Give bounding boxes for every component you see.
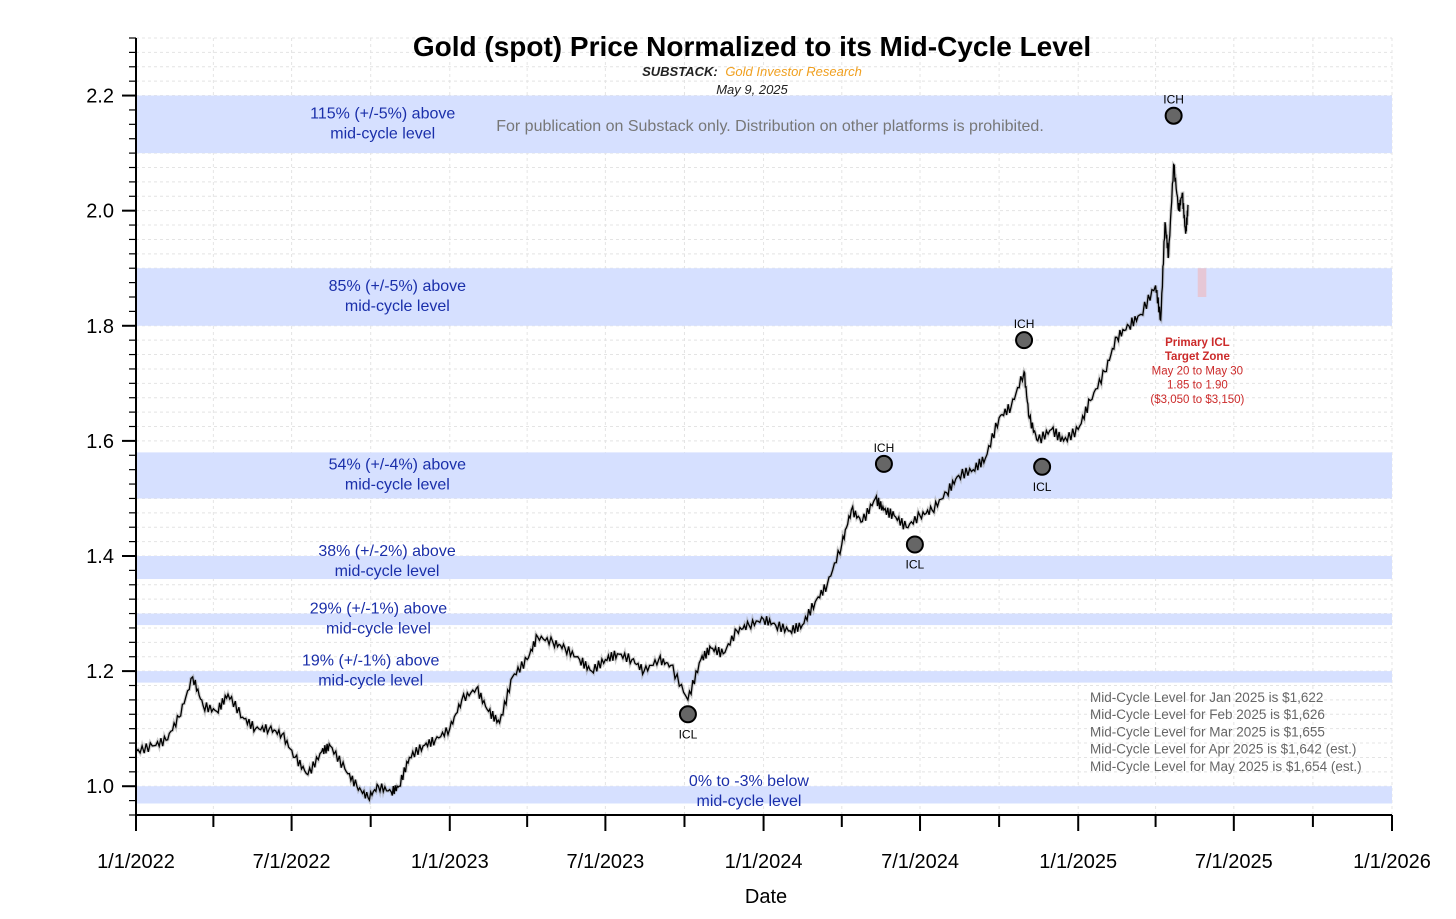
y-tick-label: 1.4	[86, 546, 114, 568]
band-label: 0% to -3% below mid-cycle level	[689, 773, 810, 810]
watermark-text: For publication on Substack only. Distri…	[496, 118, 1044, 135]
band-label-line-1: 0% to -3% below	[689, 773, 810, 790]
bands	[136, 95, 1392, 804]
target-zone-text-line: Primary ICL	[1165, 337, 1230, 349]
band-label-line-2: mid-cycle level	[318, 672, 423, 689]
y-tick-label: 1.2	[86, 661, 114, 683]
band-label: 29% (+/-1%) above mid-cycle level	[310, 601, 448, 638]
mid-cycle-note: Mid-Cycle Level for Apr 2025 is $1,642 (…	[1090, 742, 1356, 757]
target-zone-text-line: Target Zone	[1165, 351, 1230, 363]
x-tick-label: 1/1/2025	[1039, 851, 1117, 873]
markers: ICL ICH ICL ICH ICL ICH	[679, 93, 1184, 742]
chart-date: May 9, 2025	[716, 82, 788, 97]
band-label-line-1: 115% (+/-5%) above	[310, 106, 455, 123]
cycle-marker	[678, 705, 697, 724]
band-label: 38% (+/-2%) above mid-cycle level	[318, 543, 456, 580]
target-zone-text: Primary ICL Target Zone May 20 to May 30 1.…	[1150, 337, 1244, 406]
cycle-marker	[905, 535, 924, 554]
cycle-marker-label: ICL	[906, 557, 925, 571]
band-label-line-2: mid-cycle level	[326, 621, 431, 638]
chart-subtitle: SUBSTACK: Gold Investor Research	[642, 64, 862, 79]
band-label-line-2: mid-cycle level	[345, 298, 450, 315]
chart-title: Gold (spot) Price Normalized to its Mid-…	[413, 31, 1091, 62]
cycle-marker-label: ICL	[1033, 480, 1052, 494]
cycle-marker-label: ICH	[1014, 317, 1035, 331]
band-label-line-1: 29% (+/-1%) above	[310, 601, 448, 618]
target-zone-text-line: ($3,050 to $3,150)	[1150, 394, 1244, 406]
band-label-line-1: 38% (+/-2%) above	[318, 543, 456, 560]
band-label-line-1: 54% (+/-4%) above	[329, 457, 467, 474]
y-tick-label: 2.2	[86, 86, 114, 108]
band-label-line-2: mid-cycle level	[335, 563, 440, 580]
cycle-marker-label: ICL	[679, 727, 698, 741]
band-label-line-2: mid-cycle level	[345, 477, 450, 494]
cycle-marker	[1015, 331, 1034, 350]
level-band	[136, 452, 1392, 499]
cycle-marker	[1164, 106, 1183, 125]
target-zone-text-line: May 20 to May 30	[1152, 365, 1243, 377]
cycle-marker-label: ICH	[1163, 93, 1184, 107]
band-label-line-1: 85% (+/-5%) above	[329, 278, 467, 295]
x-tick-label: 7/1/2023	[566, 851, 644, 873]
subtitle-source: Gold Investor Research	[725, 64, 862, 79]
band-label: 19% (+/-1%) above mid-cycle level	[302, 652, 440, 689]
y-tick-label: 1.0	[86, 776, 114, 798]
x-tick-label: 1/1/2022	[97, 851, 175, 873]
cycle-marker	[874, 454, 893, 473]
band-label: 115% (+/-5%) above mid-cycle level	[310, 106, 455, 143]
level-band	[136, 786, 1392, 804]
mid-cycle-note: Mid-Cycle Level for Feb 2025 is $1,626	[1090, 707, 1325, 722]
x-tick-label: 7/1/2022	[253, 851, 331, 873]
x-tick-label: 1/1/2026	[1353, 851, 1431, 873]
level-band	[136, 556, 1392, 580]
x-tick-label: 7/1/2025	[1195, 851, 1273, 873]
mid-cycle-notes: Mid-Cycle Level for Jan 2025 is $1,622 Mi…	[1090, 690, 1362, 774]
target-zone-rect	[1197, 268, 1207, 297]
y-tick-label: 1.6	[86, 431, 114, 453]
level-band	[136, 268, 1392, 326]
axes: 1.0 1.2 1.4 1.6 1.8 2.0 2.2 1/1/2022 7/1/2022 1/1…	[86, 37, 1431, 873]
y-tick-label: 1.8	[86, 316, 114, 338]
target-zone	[1197, 268, 1207, 297]
band-label: 85% (+/-5%) above mid-cycle level	[329, 278, 467, 315]
x-tick-label: 7/1/2024	[881, 851, 959, 873]
cycle-marker	[1033, 457, 1052, 476]
subtitle-prefix: SUBSTACK:	[642, 64, 718, 79]
x-tick-label: 1/1/2023	[411, 851, 489, 873]
mid-cycle-note: Mid-Cycle Level for Mar 2025 is $1,655	[1090, 724, 1325, 739]
mid-cycle-note: Mid-Cycle Level for May 2025 is $1,654 (…	[1090, 759, 1362, 774]
mid-cycle-note: Mid-Cycle Level for Jan 2025 is $1,622	[1090, 690, 1323, 705]
band-label-line-2: mid-cycle level	[696, 793, 801, 810]
level-band	[136, 671, 1392, 683]
x-axis-title: Date	[745, 886, 787, 908]
band-label: 54% (+/-4%) above mid-cycle level	[329, 457, 467, 494]
series	[134, 160, 1190, 806]
target-zone-text-line: 1.85 to 1.90	[1167, 380, 1228, 392]
band-label-line-1: 19% (+/-1%) above	[302, 652, 440, 669]
cycle-marker-label: ICH	[874, 441, 895, 455]
x-tick-label: 1/1/2024	[725, 851, 803, 873]
band-label-line-2: mid-cycle level	[330, 126, 435, 143]
level-band	[136, 95, 1392, 154]
price-line	[135, 163, 1189, 803]
y-tick-label: 2.0	[86, 201, 114, 223]
